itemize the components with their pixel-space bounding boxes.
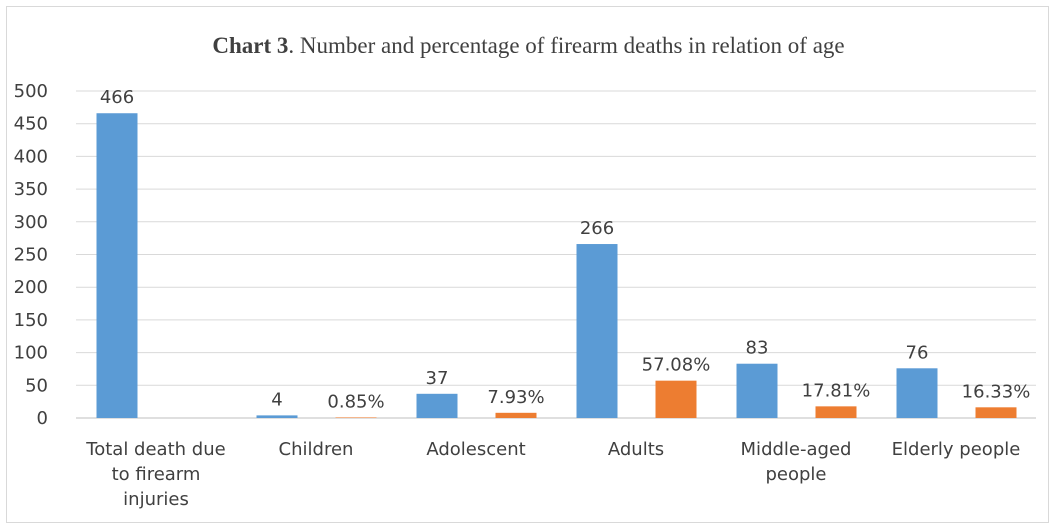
x-tick-label: people <box>765 464 826 485</box>
chart-title-rest: . Number and percentage of firearm death… <box>288 33 845 58</box>
y-tick-label: 450 <box>14 114 48 135</box>
y-tick-label: 500 <box>14 81 48 102</box>
data-label: 16.33% <box>962 381 1031 402</box>
x-tick-label: Middle-aged <box>741 439 852 460</box>
y-tick-label: 100 <box>14 343 48 364</box>
y-tick-label: 0 <box>37 408 48 429</box>
bar-series-1 <box>96 113 138 419</box>
bar-series-2 <box>975 407 1017 418</box>
y-tick-label: 350 <box>14 179 48 200</box>
data-label: 76 <box>906 342 929 363</box>
y-tick-label: 200 <box>14 277 48 298</box>
bar-series-2 <box>495 412 537 418</box>
bar-series-1 <box>256 415 298 418</box>
data-label: 17.81% <box>802 380 871 401</box>
chart-title-bold: Chart 3 <box>212 33 289 58</box>
data-label: 266 <box>580 218 614 239</box>
bar-series-1 <box>576 244 618 418</box>
bar-series-2 <box>655 380 697 418</box>
bar-series-1 <box>416 393 458 418</box>
x-tick-label: to firearm <box>112 464 201 485</box>
x-tick-label: Adolescent <box>426 439 525 460</box>
data-label: 83 <box>746 338 769 359</box>
y-tick-label: 250 <box>14 245 48 266</box>
x-tick-label: Total death due <box>85 439 225 460</box>
data-label: 0.85% <box>327 391 384 412</box>
data-label: 7.93% <box>487 387 544 408</box>
chart-frame <box>6 6 1049 523</box>
bar-series-2 <box>335 417 377 418</box>
y-tick-label: 50 <box>25 375 48 396</box>
bar-series-1 <box>896 368 938 418</box>
x-tick-label: Children <box>279 439 354 460</box>
x-tick-label: Elderly people <box>892 439 1021 460</box>
x-tick-label: Adults <box>608 439 664 460</box>
data-label: 37 <box>426 368 449 389</box>
bar-series-1 <box>736 363 778 418</box>
data-label: 466 <box>100 87 134 108</box>
data-label: 57.08% <box>642 355 711 376</box>
chart-title: Chart 3. Number and percentage of firear… <box>0 33 1057 59</box>
x-tick-label: injuries <box>123 489 189 510</box>
y-tick-label: 400 <box>14 146 48 167</box>
y-tick-label: 300 <box>14 212 48 233</box>
bar-series-2 <box>815 406 857 418</box>
y-tick-label: 150 <box>14 310 48 331</box>
data-label: 4 <box>271 389 282 410</box>
